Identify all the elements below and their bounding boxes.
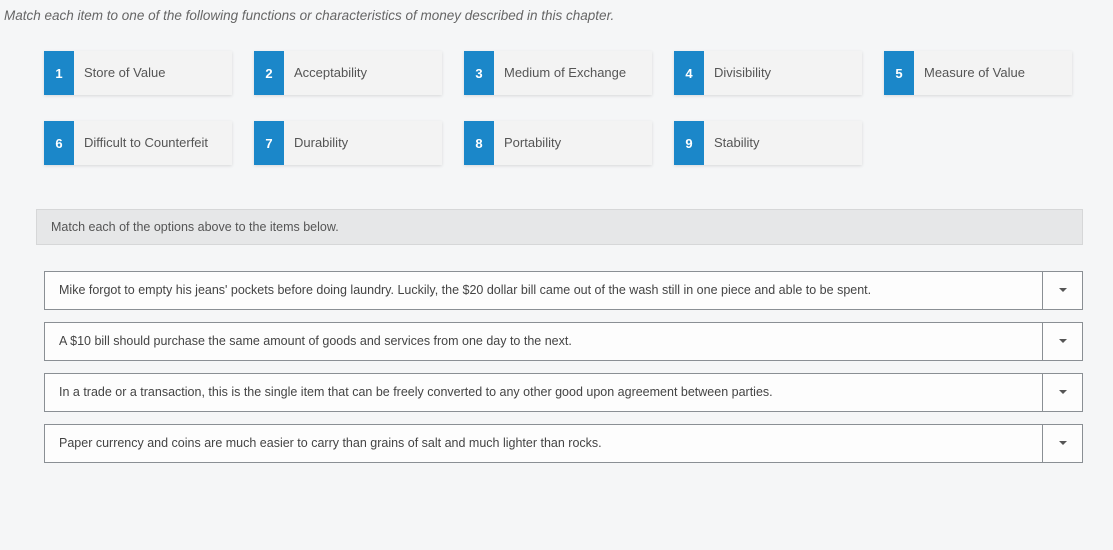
tile-number: 4	[674, 51, 704, 95]
question-row: Paper currency and coins are much easier…	[44, 424, 1083, 463]
option-tile-9[interactable]: 9 Stability	[674, 121, 862, 165]
chevron-down-icon	[1058, 336, 1068, 346]
tile-label: Medium of Exchange	[494, 51, 636, 95]
answer-dropdown-button[interactable]	[1043, 373, 1083, 412]
tile-number: 2	[254, 51, 284, 95]
tile-label: Portability	[494, 121, 571, 165]
sub-instruction: Match each of the options above to the i…	[36, 209, 1083, 245]
option-tile-area: 1 Store of Value 2 Acceptability 3 Mediu…	[4, 51, 1103, 209]
tile-label: Divisibility	[704, 51, 781, 95]
chevron-down-icon	[1058, 285, 1068, 295]
tile-number: 8	[464, 121, 494, 165]
tile-row: 6 Difficult to Counterfeit 7 Durability …	[44, 121, 1083, 165]
tile-number: 5	[884, 51, 914, 95]
option-tile-4[interactable]: 4 Divisibility	[674, 51, 862, 95]
option-tile-3[interactable]: 3 Medium of Exchange	[464, 51, 652, 95]
tile-label: Durability	[284, 121, 358, 165]
tile-label: Difficult to Counterfeit	[74, 121, 218, 165]
question-row: Mike forgot to empty his jeans' pockets …	[44, 271, 1083, 310]
question-drop-area: Mike forgot to empty his jeans' pockets …	[4, 271, 1103, 463]
tile-number: 1	[44, 51, 74, 95]
tile-label: Acceptability	[284, 51, 377, 95]
question-row: A $10 bill should purchase the same amou…	[44, 322, 1083, 361]
answer-dropdown-button[interactable]	[1043, 271, 1083, 310]
question-text: Paper currency and coins are much easier…	[44, 424, 1043, 463]
chevron-down-icon	[1058, 438, 1068, 448]
tile-row: 1 Store of Value 2 Acceptability 3 Mediu…	[44, 51, 1083, 95]
option-tile-1[interactable]: 1 Store of Value	[44, 51, 232, 95]
tile-number: 3	[464, 51, 494, 95]
tile-label: Stability	[704, 121, 770, 165]
answer-dropdown-button[interactable]	[1043, 322, 1083, 361]
option-tile-5[interactable]: 5 Measure of Value	[884, 51, 1072, 95]
tile-label: Store of Value	[74, 51, 175, 95]
page-instruction: Match each item to one of the following …	[4, 8, 1103, 23]
question-text: Mike forgot to empty his jeans' pockets …	[44, 271, 1043, 310]
tile-number: 7	[254, 121, 284, 165]
chevron-down-icon	[1058, 387, 1068, 397]
option-tile-8[interactable]: 8 Portability	[464, 121, 652, 165]
question-text: A $10 bill should purchase the same amou…	[44, 322, 1043, 361]
answer-dropdown-button[interactable]	[1043, 424, 1083, 463]
option-tile-6[interactable]: 6 Difficult to Counterfeit	[44, 121, 232, 165]
tile-label: Measure of Value	[914, 51, 1035, 95]
option-tile-7[interactable]: 7 Durability	[254, 121, 442, 165]
question-text: In a trade or a transaction, this is the…	[44, 373, 1043, 412]
tile-number: 6	[44, 121, 74, 165]
option-tile-2[interactable]: 2 Acceptability	[254, 51, 442, 95]
tile-number: 9	[674, 121, 704, 165]
question-row: In a trade or a transaction, this is the…	[44, 373, 1083, 412]
